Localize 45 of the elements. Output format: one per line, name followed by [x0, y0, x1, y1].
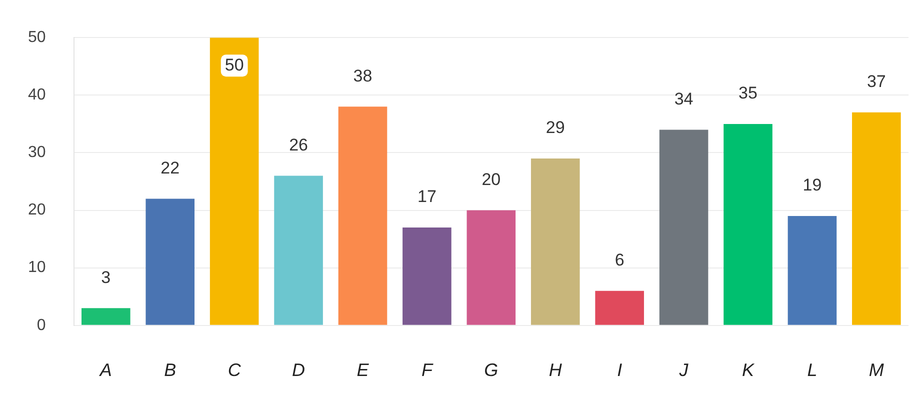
data-label: 17 — [417, 187, 436, 206]
bar — [402, 228, 452, 325]
x-tick-label: D — [292, 360, 306, 380]
data-label: 38 — [353, 66, 372, 86]
x-tick-label: G — [484, 360, 498, 380]
bar — [82, 308, 130, 325]
y-tick-label: 30 — [28, 144, 46, 162]
x-tick-label: I — [617, 360, 622, 380]
data-label: 50 — [224, 55, 244, 74]
data-label: 37 — [866, 72, 886, 92]
bar — [274, 176, 323, 325]
data-label: 6 — [614, 250, 624, 270]
data-label: 22 — [160, 158, 180, 178]
x-tick-label: A — [98, 360, 112, 380]
data-label: 29 — [546, 118, 565, 138]
x-tick-label: K — [742, 360, 755, 380]
data-label: 35 — [738, 84, 758, 103]
data-label: 34 — [674, 89, 694, 108]
bar — [338, 106, 388, 325]
x-tick-label: H — [548, 360, 563, 380]
x-tick-label: L — [807, 360, 818, 380]
bar — [210, 38, 259, 325]
x-tick-label: C — [228, 360, 242, 380]
bar — [659, 130, 708, 325]
y-tick-label: 0 — [36, 316, 46, 334]
bar — [146, 198, 195, 325]
y-tick-label: 40 — [28, 86, 46, 104]
x-tick-label: F — [421, 360, 434, 380]
data-label: 20 — [482, 170, 501, 189]
data-label: 3 — [101, 268, 111, 287]
data-label: 19 — [802, 176, 822, 195]
x-tick-label: J — [678, 360, 690, 380]
bar — [530, 158, 580, 325]
bar — [466, 210, 516, 325]
y-tick-label: 50 — [28, 29, 46, 46]
bar — [852, 112, 901, 325]
bar — [724, 124, 772, 325]
bar — [788, 216, 837, 325]
y-tick-label: 20 — [28, 202, 46, 219]
x-tick-label: M — [868, 360, 884, 380]
x-tick-label: B — [164, 360, 176, 380]
data-label: 26 — [289, 135, 308, 154]
y-tick-label: 10 — [28, 259, 46, 276]
bar — [595, 290, 644, 325]
x-tick-label: E — [356, 360, 370, 380]
